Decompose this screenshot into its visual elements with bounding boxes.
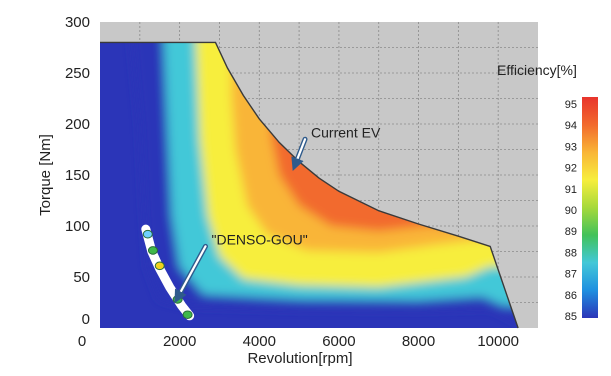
colorbar-tick-label: 87	[565, 269, 577, 281]
y-tick-label: 0	[82, 311, 90, 328]
operating-point	[142, 229, 153, 239]
y-tick-label: 150	[65, 167, 90, 184]
colorbar-tick-label: 88	[565, 247, 577, 259]
colorbar-tick-label: 85	[565, 311, 577, 323]
colorbar: Efficiency[%] 95 94 93 92 91 90 89 88 87 86 85	[497, 62, 598, 323]
annotation-label: Current EV	[311, 124, 381, 140]
x-tick-label: 0	[78, 333, 86, 350]
axes: 2000 4000 6000 8000 10000 0 0 50 100 150 200 250 300	[65, 14, 519, 350]
annotation-label: "DENSO-GOU"	[211, 231, 307, 247]
operating-point	[154, 261, 165, 271]
annotation-arrow-inner	[291, 138, 307, 171]
operating-point	[147, 246, 158, 255]
x-tick-label: 10000	[477, 333, 519, 350]
colorbar-tick-label: 95	[565, 99, 577, 111]
x-tick-label: 2000	[163, 333, 196, 350]
colorbar-tick-label: 93	[565, 141, 577, 153]
annotation-arrow-inner	[174, 245, 207, 304]
colorbar-tick-label: 91	[565, 184, 577, 196]
max-torque-curve	[100, 41, 519, 329]
annotations: Current EV "DENSO-GOU"	[174, 124, 381, 304]
colorbar-tick-label: 94	[565, 120, 577, 132]
y-tick-label: 100	[65, 218, 90, 235]
colorbar-gradient	[582, 97, 598, 318]
x-tick-label: 6000	[322, 333, 355, 350]
colorbar-tick-label: 92	[565, 163, 577, 175]
colorbar-tick-label: 90	[565, 205, 577, 217]
colorbar-tick-label: 89	[565, 226, 577, 238]
y-tick-label: 250	[65, 65, 90, 82]
x-tick-label: 8000	[402, 333, 435, 350]
operating-point	[182, 310, 193, 320]
y-tick-label: 300	[65, 14, 90, 31]
colorbar-tick-label: 86	[565, 290, 577, 302]
operating-points	[142, 229, 193, 320]
y-tick-label: 50	[73, 269, 90, 286]
x-tick-label: 4000	[243, 333, 276, 350]
y-axis-label: Torque [Nm]	[37, 134, 54, 216]
y-tick-label: 200	[65, 116, 90, 133]
x-axis-label: Revolution[rpm]	[247, 350, 352, 367]
colorbar-label: Efficiency[%]	[497, 62, 577, 78]
